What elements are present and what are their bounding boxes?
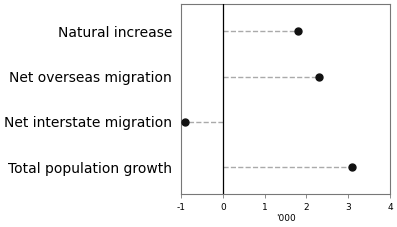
- Point: [316, 75, 322, 79]
- X-axis label: '000: '000: [276, 214, 295, 223]
- Point: [182, 120, 189, 124]
- Point: [295, 30, 301, 33]
- Point: [349, 165, 356, 169]
